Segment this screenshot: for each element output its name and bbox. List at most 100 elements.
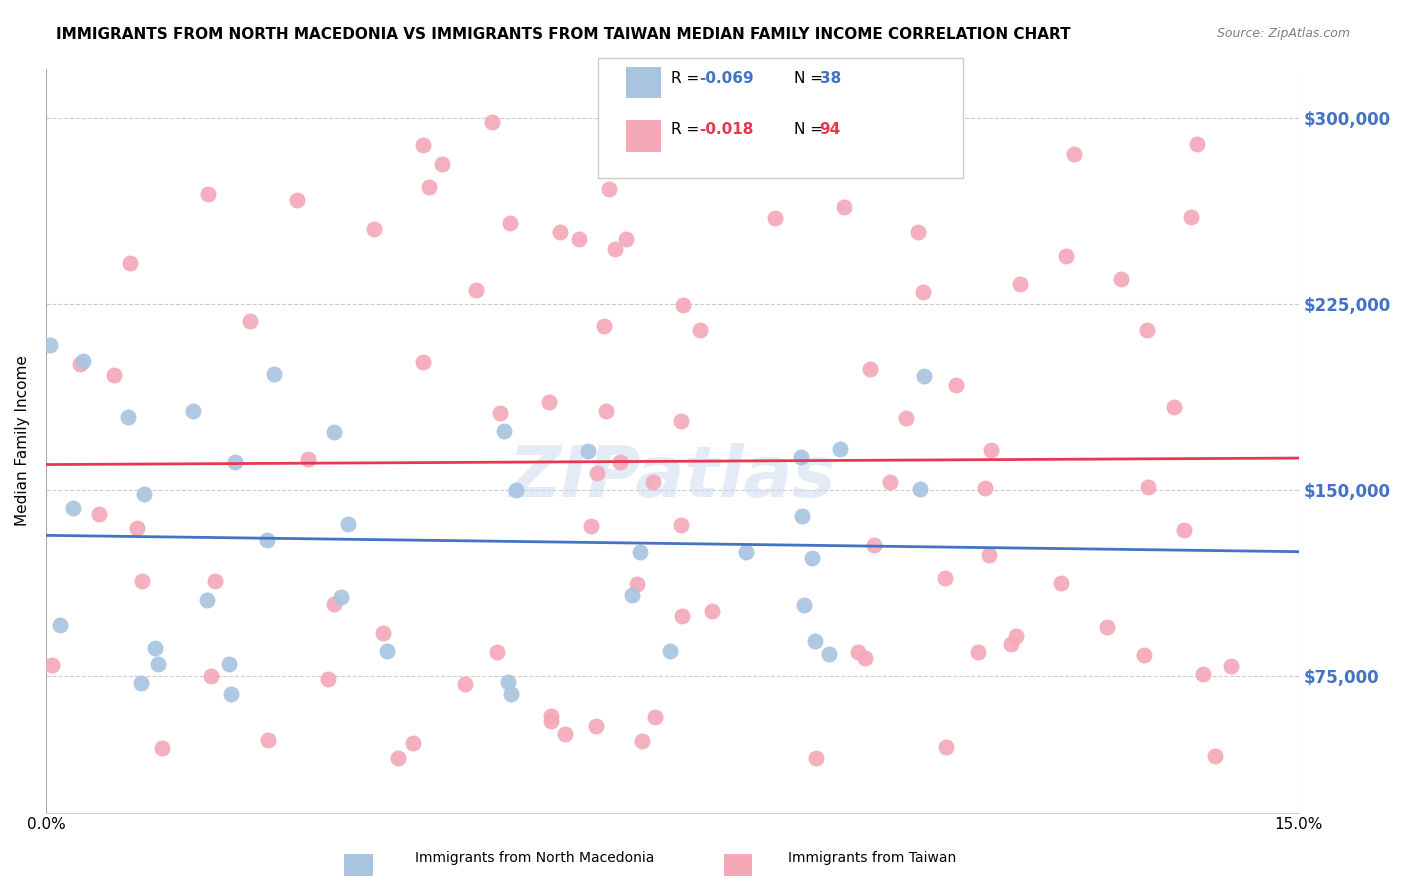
Point	[793, 599, 815, 613]
Point	[863, 538, 886, 552]
Point	[454, 676, 477, 690]
Point	[1204, 749, 1226, 764]
Point	[1010, 277, 1032, 292]
Point	[1180, 210, 1202, 224]
Point	[287, 193, 309, 207]
Point	[576, 444, 599, 458]
Point	[568, 232, 591, 246]
Point	[730, 158, 752, 172]
Point	[89, 508, 111, 522]
Point	[1133, 648, 1156, 662]
Point	[501, 687, 523, 701]
Point	[554, 726, 576, 740]
Point	[832, 200, 855, 214]
Point	[72, 354, 94, 368]
Point	[603, 242, 626, 256]
Point	[631, 734, 654, 748]
Point	[1185, 136, 1208, 151]
Point	[505, 483, 527, 497]
Point	[363, 221, 385, 235]
Point	[1095, 620, 1118, 634]
Point	[540, 714, 562, 728]
Point	[671, 518, 693, 533]
Point	[595, 404, 617, 418]
Point	[643, 475, 665, 489]
Point	[402, 736, 425, 750]
Text: Source: ZipAtlas.com: Source: ZipAtlas.com	[1216, 27, 1350, 40]
Point	[69, 357, 91, 371]
Point	[609, 454, 631, 468]
Point	[979, 548, 1001, 562]
Text: 94: 94	[820, 122, 841, 136]
Point	[598, 182, 620, 196]
Point	[659, 644, 682, 658]
Point	[735, 545, 758, 559]
Text: -0.018: -0.018	[699, 122, 754, 136]
Point	[375, 644, 398, 658]
Point	[853, 650, 876, 665]
Point	[257, 732, 280, 747]
Point	[499, 216, 522, 230]
Point	[1054, 249, 1077, 263]
Point	[412, 355, 434, 369]
Point	[846, 644, 869, 658]
Text: Immigrants from Taiwan: Immigrants from Taiwan	[787, 851, 956, 865]
Point	[626, 577, 648, 591]
Point	[195, 593, 218, 607]
Point	[118, 256, 141, 270]
Point	[1000, 637, 1022, 651]
Point	[373, 626, 395, 640]
Point	[48, 617, 70, 632]
Point	[181, 403, 204, 417]
Point	[219, 687, 242, 701]
Point	[585, 719, 607, 733]
Point	[62, 501, 84, 516]
Point	[579, 518, 602, 533]
Point	[127, 521, 149, 535]
Point	[585, 466, 607, 480]
Point	[200, 669, 222, 683]
Point	[146, 657, 169, 672]
Point	[1163, 400, 1185, 414]
Point	[323, 597, 346, 611]
Point	[907, 225, 929, 239]
Point	[540, 709, 562, 723]
Point	[896, 411, 918, 425]
Point	[620, 588, 643, 602]
Point	[323, 425, 346, 439]
Point	[297, 451, 319, 466]
Y-axis label: Median Family Income: Median Family Income	[15, 355, 30, 526]
Point	[614, 232, 637, 246]
Point	[1192, 667, 1215, 681]
Point	[430, 157, 453, 171]
Point	[689, 323, 711, 337]
Point	[1063, 147, 1085, 161]
Point	[1173, 523, 1195, 537]
Point	[218, 657, 240, 671]
Point	[131, 574, 153, 589]
Point	[263, 368, 285, 382]
Point	[859, 361, 882, 376]
Point	[702, 605, 724, 619]
Point	[336, 517, 359, 532]
Point	[945, 378, 967, 392]
Point	[418, 179, 440, 194]
Point	[980, 443, 1002, 458]
Point	[935, 740, 957, 755]
Point	[239, 314, 262, 328]
Point	[817, 647, 839, 661]
Point	[1137, 480, 1160, 494]
Point	[804, 750, 827, 764]
Point	[912, 369, 935, 384]
Text: N =: N =	[794, 71, 828, 86]
Point	[537, 394, 560, 409]
Point	[41, 657, 63, 672]
Point	[628, 545, 651, 559]
Point	[145, 641, 167, 656]
Text: N =: N =	[794, 122, 828, 136]
Text: -0.069: -0.069	[699, 71, 754, 86]
Point	[801, 550, 824, 565]
Point	[330, 591, 353, 605]
Point	[486, 645, 509, 659]
Point	[644, 710, 666, 724]
